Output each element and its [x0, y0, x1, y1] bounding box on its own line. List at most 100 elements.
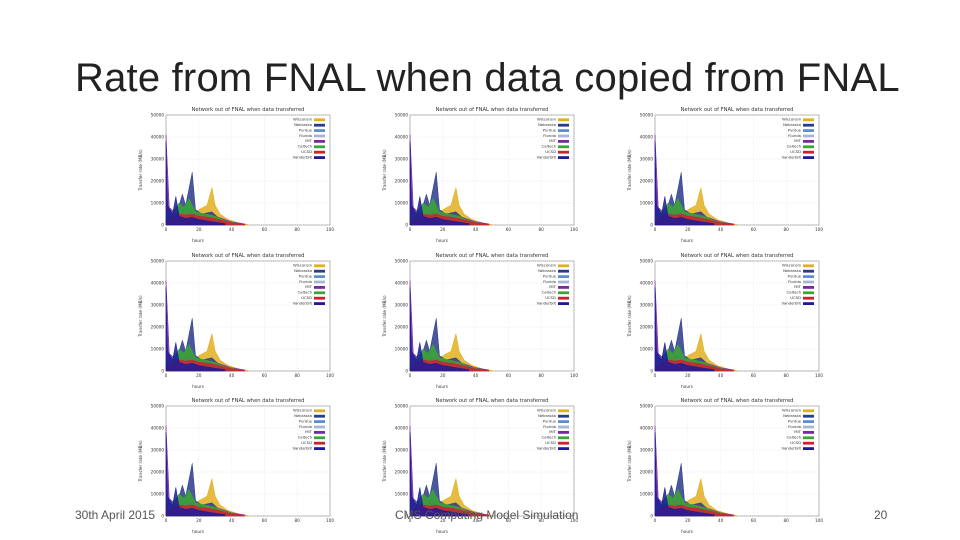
chart-panel: Network out of FNAL when data transferre…: [382, 249, 582, 389]
legend-label: Caltech: [298, 144, 313, 149]
legend-swatch: [314, 275, 325, 278]
x-tick-label: 0: [654, 518, 657, 523]
chart-panel: Network out of FNAL when data transferre…: [382, 103, 582, 243]
legend-label: UCSD: [301, 440, 312, 445]
x-tick-label: 100: [815, 227, 823, 232]
x-tick-label: 20: [440, 373, 446, 378]
legend-swatch: [803, 275, 814, 278]
y-tick-label: 50000: [151, 404, 165, 409]
legend-swatch: [803, 118, 814, 122]
x-tick-label: 40: [718, 227, 724, 232]
legend-label: UCSD: [790, 440, 801, 445]
y-tick-label: 0: [161, 369, 164, 374]
legend-swatch: [558, 296, 569, 300]
legend-label: Wisconsin: [293, 263, 313, 268]
x-tick-label: 60: [262, 227, 268, 232]
y-tick-label: 10000: [640, 492, 654, 497]
chart-title: Network out of FNAL when data transferre…: [436, 107, 549, 113]
legend-label: MIT: [549, 284, 556, 289]
legend-label: Nebraska: [294, 122, 312, 127]
legend-swatch: [803, 286, 814, 289]
chart-svg: Network out of FNAL when data transferre…: [627, 253, 823, 389]
x-tick-label: 20: [685, 518, 691, 523]
x-tick-label: 40: [473, 227, 479, 232]
y-tick-label: 50000: [151, 259, 165, 264]
legend-label: Florida: [543, 133, 556, 138]
y-tick-label: 40000: [395, 135, 409, 140]
legend-swatch: [803, 447, 814, 450]
legend-swatch: [558, 145, 569, 149]
x-tick-label: 20: [196, 518, 202, 523]
y-tick-label: 50000: [395, 404, 409, 409]
legend-swatch: [314, 425, 325, 429]
x-tick-label: 40: [229, 227, 235, 232]
y-axis-label: Transfer rate (MB/s): [382, 295, 387, 338]
legend-label: Purdue: [299, 127, 313, 132]
series-area-vanderbilt: [165, 141, 226, 226]
y-tick-label: 40000: [640, 426, 654, 431]
legend-label: UCSD: [545, 440, 556, 445]
y-tick-label: 40000: [151, 281, 165, 286]
series-area-vanderbilt: [165, 432, 226, 517]
x-tick-label: 40: [718, 373, 724, 378]
y-axis-label: Transfer rate (MB/s): [382, 440, 387, 483]
x-tick-label: 100: [326, 373, 334, 378]
x-tick-label: 80: [295, 373, 301, 378]
y-axis-label: Transfer rate (MB/s): [138, 440, 143, 483]
y-tick-label: 10000: [151, 492, 165, 497]
legend-swatch: [314, 291, 325, 295]
y-tick-label: 40000: [640, 281, 654, 286]
legend-swatch: [803, 420, 814, 423]
chart-svg: Network out of FNAL when data transferre…: [382, 107, 578, 243]
legend-swatch: [803, 302, 814, 305]
y-tick-label: 0: [650, 223, 653, 228]
legend-label: MIT: [305, 429, 312, 434]
y-tick-label: 50000: [395, 259, 409, 264]
legend-swatch: [558, 420, 569, 423]
y-tick-label: 0: [650, 514, 653, 519]
y-axis-label: Transfer rate (MB/s): [627, 149, 632, 192]
chart-title: Network out of FNAL when data transferre…: [192, 253, 305, 259]
legend-swatch: [314, 431, 325, 434]
legend-label: Caltech: [298, 435, 313, 440]
chart-panel: Network out of FNAL when data transferre…: [138, 103, 338, 243]
x-tick-label: 20: [685, 227, 691, 232]
chart-title: Network out of FNAL when data transferre…: [681, 253, 794, 259]
legend-swatch: [558, 291, 569, 295]
y-tick-label: 40000: [640, 135, 654, 140]
y-tick-label: 20000: [395, 470, 409, 475]
y-axis-label: Transfer rate (MB/s): [382, 149, 387, 192]
y-tick-label: 10000: [640, 201, 654, 206]
legend-swatch: [803, 409, 814, 413]
legend-label: Nebraska: [294, 413, 312, 418]
legend-swatch: [314, 118, 325, 122]
x-tick-label: 80: [295, 227, 301, 232]
y-tick-label: 50000: [395, 113, 409, 118]
legend-swatch: [314, 150, 325, 154]
x-tick-label: 0: [409, 373, 412, 378]
y-tick-label: 40000: [395, 281, 409, 286]
y-tick-label: 20000: [395, 325, 409, 330]
x-tick-label: 20: [685, 373, 691, 378]
x-tick-label: 80: [784, 373, 790, 378]
y-tick-label: 50000: [151, 113, 165, 118]
legend-label: Wisconsin: [782, 117, 802, 122]
x-axis-label: hours: [192, 529, 204, 534]
x-tick-label: 40: [229, 373, 235, 378]
legend-swatch: [558, 425, 569, 429]
chart-svg: Network out of FNAL when data transferre…: [138, 253, 334, 389]
y-tick-label: 0: [405, 514, 408, 519]
chart-svg: Network out of FNAL when data transferre…: [627, 107, 823, 243]
legend-label: MIT: [305, 138, 312, 143]
legend-swatch: [803, 150, 814, 154]
x-tick-label: 0: [654, 373, 657, 378]
chart-panel: Network out of FNAL when data transferre…: [627, 249, 827, 389]
legend-label: Caltech: [298, 290, 313, 295]
legend-label: Vanderbilt: [782, 445, 802, 450]
y-tick-label: 10000: [395, 492, 409, 497]
y-tick-label: 10000: [151, 201, 165, 206]
y-tick-label: 40000: [151, 135, 165, 140]
x-tick-label: 100: [815, 518, 823, 523]
x-tick-label: 80: [295, 518, 301, 523]
